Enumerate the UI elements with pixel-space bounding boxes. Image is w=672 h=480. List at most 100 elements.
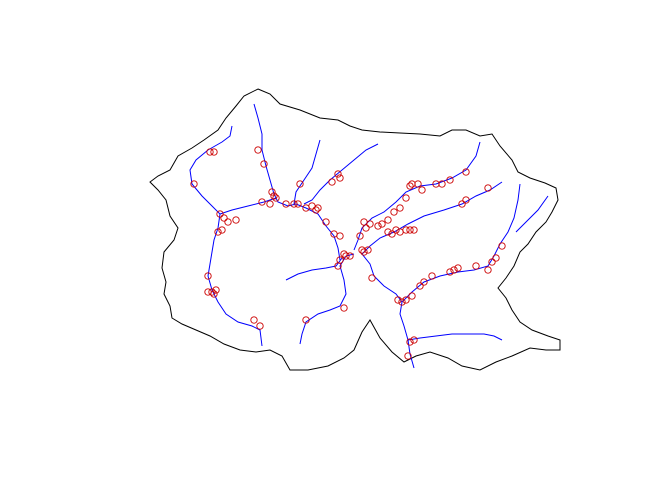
river-segment (295, 203, 341, 261)
river-segment (219, 197, 277, 215)
sample-site-marker (214, 228, 222, 236)
river-segment (293, 139, 321, 205)
sample-site-marker (384, 228, 392, 236)
sample-site-marker (446, 176, 454, 184)
sample-site-marker (492, 254, 500, 262)
sample-site-marker (390, 208, 398, 216)
sample-site-marker (296, 180, 304, 188)
sample-site-marker (410, 336, 418, 344)
sample-site-marker (322, 218, 330, 226)
sample-site-marker (308, 202, 316, 210)
sample-site-marker (446, 268, 454, 276)
sample-site-marker (220, 214, 228, 222)
sample-site-marker (250, 316, 258, 324)
catchment-boundary-layer (149, 88, 561, 371)
sample-site-marker (340, 304, 348, 312)
river-segment (189, 125, 263, 347)
sample-site-marker (204, 272, 212, 280)
sample-site-marker (402, 296, 410, 304)
sample-site-marker (360, 218, 368, 226)
sample-site-marker (258, 198, 266, 206)
sample-site-marker (362, 224, 370, 232)
sample-site-marker (416, 282, 424, 290)
sample-site-marker (312, 206, 320, 214)
sample-site-marker (212, 286, 220, 294)
river-segment (407, 333, 503, 341)
sample-site-marker (388, 230, 396, 238)
sample-site-marker (190, 180, 198, 188)
sample-site-marker (294, 200, 302, 208)
sample-site-marker (346, 252, 354, 260)
river-segment (401, 183, 521, 303)
sample-site-marker (462, 168, 470, 176)
sample-site-marker (364, 246, 372, 254)
sample-site-marker (270, 192, 278, 200)
sample-site-marker (232, 216, 240, 224)
sample-site-marker (290, 200, 298, 208)
sample-site-marker (256, 322, 264, 330)
sample-site-marker (374, 222, 382, 230)
sample-site-marker (462, 196, 470, 204)
sample-site-marker (342, 252, 350, 260)
sample-site-marker (224, 218, 232, 226)
sample-site-marker (336, 232, 344, 240)
sample-site-marker (392, 226, 400, 234)
sample-site-marker (334, 262, 342, 270)
river-segment (361, 253, 415, 369)
sample-site-marker (328, 178, 336, 186)
sample-site-marker (414, 180, 422, 188)
sample-site-marker (404, 352, 412, 360)
sample-site-marker (366, 220, 374, 228)
sample-site-marker (314, 204, 322, 212)
sample-site-marker (398, 298, 406, 306)
sample-site-marker (396, 228, 404, 236)
river-segment (303, 143, 379, 205)
sample-site-marker (484, 266, 492, 274)
river-segment (353, 141, 481, 251)
sample-site-marker (218, 226, 226, 234)
sample-site-marker (282, 200, 290, 208)
sample-site-marker (254, 146, 262, 154)
sample-site-marker (384, 216, 392, 224)
sample-site-marker (336, 174, 344, 182)
sample-site-marker (216, 210, 224, 218)
sample-site-marker (272, 194, 280, 202)
sample-site-marker (210, 290, 218, 298)
river-segment (515, 195, 549, 233)
sample-site-marker (498, 242, 506, 250)
sample-sites-layer (190, 146, 506, 360)
sample-site-marker (360, 248, 368, 256)
sample-site-marker (378, 220, 386, 228)
sample-site-marker (410, 226, 418, 234)
sample-site-marker (488, 258, 496, 266)
sample-site-marker (484, 184, 492, 192)
sample-site-marker (406, 226, 414, 234)
sample-site-marker (428, 272, 436, 280)
sample-site-marker (206, 148, 214, 156)
sample-site-marker (450, 266, 458, 274)
sample-site-marker (406, 182, 414, 190)
sample-site-marker (260, 160, 268, 168)
sample-site-marker (420, 278, 428, 286)
sample-site-marker (266, 200, 274, 208)
sample-site-marker (454, 264, 462, 272)
sample-site-marker (368, 274, 376, 282)
river-segment (285, 257, 343, 281)
sample-site-marker (394, 296, 402, 304)
sample-site-marker (406, 338, 414, 346)
sample-site-marker (208, 288, 216, 296)
sample-site-marker (396, 204, 404, 212)
sample-site-marker (402, 194, 410, 202)
sample-site-marker (458, 200, 466, 208)
sample-site-marker (402, 226, 410, 234)
sample-site-marker (356, 232, 364, 240)
sample-site-marker (268, 188, 276, 196)
sample-site-marker (438, 180, 446, 188)
sample-site-marker (408, 292, 416, 300)
sample-site-marker (334, 170, 342, 178)
sample-site-marker (418, 186, 426, 194)
river-network-layer (189, 103, 549, 369)
sample-site-marker (302, 316, 310, 324)
